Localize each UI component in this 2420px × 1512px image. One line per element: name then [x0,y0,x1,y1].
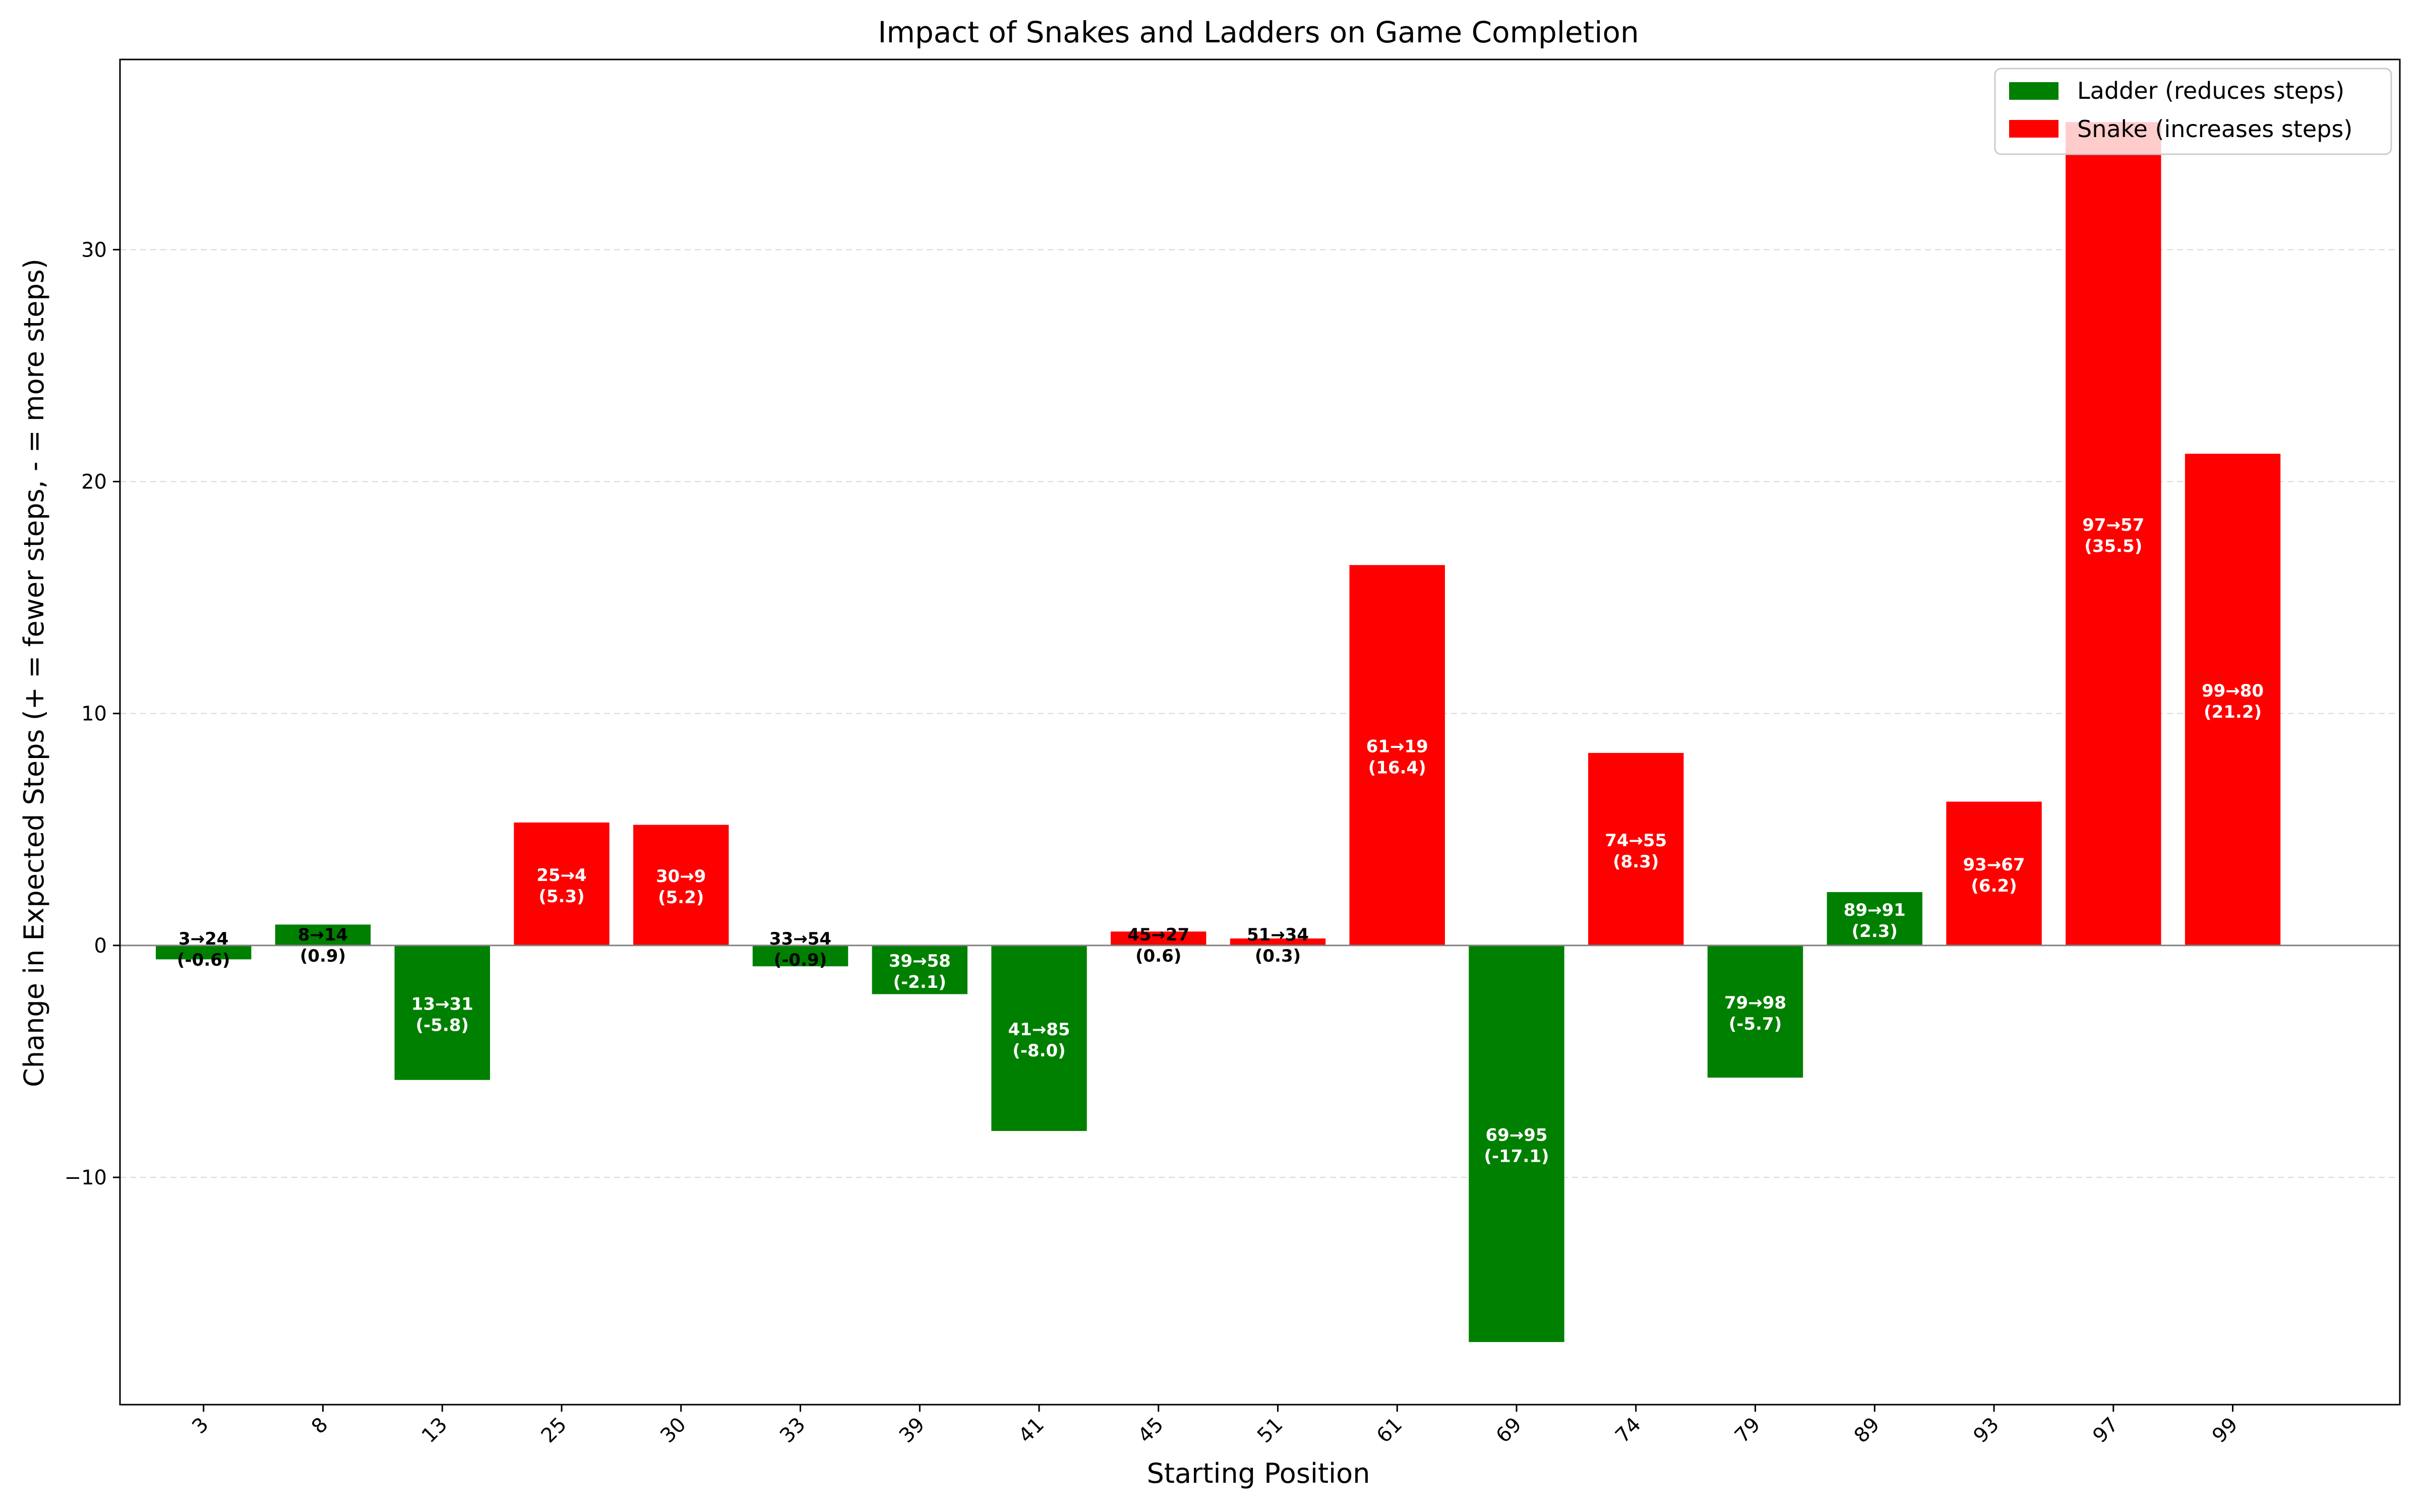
bar-label-value: (8.3) [1613,852,1659,872]
x-axis: 3 8 13 25 30 33 39 41 45 51 61 69 74 79 89 93 97 99 [188,1405,2243,1448]
bar-ladder [872,945,967,994]
bar-label-route: 74→55 [1605,831,1667,851]
x-tick-label: 97 [2088,1413,2123,1448]
x-tick-label: 3 [188,1413,213,1439]
bar-ladder [752,945,849,967]
legend-box [1994,68,2392,155]
bar-snake [2185,454,2281,946]
x-tick-label: 69 [1492,1413,1527,1448]
y-tick-label: −10 [65,1166,107,1189]
x-tick-label: 8 [307,1413,333,1439]
bar-label-route: 41→85 [1008,1020,1070,1040]
bar-snake [1111,931,1206,946]
bar-snake [1946,801,2042,946]
x-tick-label: 61 [1372,1413,1407,1448]
bar-label-value: (-0.6) [177,950,230,970]
legend-swatch-snake [2009,120,2059,138]
plot-frame [119,58,2401,1406]
bar-label-value: (16.4) [1368,758,1426,778]
bar-label-value: (-0.9) [774,950,827,970]
bar-snake [1588,752,1684,946]
x-tick-label: 93 [1969,1413,2004,1448]
bar-label-route: 69→95 [1485,1125,1547,1145]
bar-label-route: 45→27 [1127,925,1189,945]
bar-label-value: (21.2) [2204,702,2262,722]
bar-label-value: (0.9) [300,946,346,966]
x-tick-label: 89 [1850,1413,1885,1448]
bar-label-route: 30→9 [656,866,706,887]
x-tick-label: 99 [2208,1413,2243,1448]
bar-snake [2066,122,2161,946]
bar-label-value: (35.5) [2084,536,2142,556]
bar-label-value: (2.3) [1852,921,1898,941]
x-tick-label: 30 [656,1413,691,1448]
legend-swatch-ladder [2009,82,2059,100]
bar-label-value: (0.3) [1255,946,1301,966]
bar-label-route: 39→58 [889,951,951,971]
bar-snake [633,825,729,946]
y-tick-label: 20 [81,471,107,494]
bar-label-value: (-17.1) [1484,1146,1549,1166]
bar-label-route: 97→57 [2082,515,2144,535]
bar-label-value: (0.6) [1135,946,1181,966]
bar-label-value: (-8.0) [1012,1041,1065,1061]
bar-label-route: 93→67 [1963,855,2025,875]
bar-ladder [1469,945,1564,1342]
bar-label-value: (-2.1) [893,972,946,992]
y-tick-label: 0 [94,934,107,958]
bar-label-route: 99→80 [2202,681,2264,701]
bar-ladder [275,924,371,946]
bar-labels: 3→24(-0.6) 8→14(0.9) 13→31(-5.8) 25→4(5.3) 3… [177,515,2264,1166]
bar-ladder [991,945,1087,1131]
y-tick-label: 10 [81,703,107,726]
legend-label-ladder: Ladder (reduces steps) [2077,77,2344,104]
bar-label-value: (-5.8) [416,1015,469,1035]
x-axis-label: Starting Position [1147,1458,1370,1489]
bar-label-value: (-5.7) [1729,1014,1782,1034]
bar-label-value: (5.3) [538,887,584,907]
x-tick-label: 13 [417,1413,452,1448]
y-axis-label: Change in Expected Steps (+ = fewer step… [18,259,50,1087]
bar-ladder [1827,892,1922,946]
x-tick-label: 25 [537,1413,572,1448]
x-tick-label: 74 [1611,1413,1646,1448]
bar-label-route: 25→4 [536,865,586,886]
bar-ladder [156,945,252,960]
bar-label-value: (6.2) [1971,876,2017,896]
bar-snake [1349,565,1445,946]
bar-label-value: (5.2) [658,888,704,908]
legend-label-snake: Snake (increases steps) [2077,115,2352,143]
bar-snake [1230,938,1326,946]
bar-label-route: 51→34 [1247,925,1309,945]
x-tick-label: 39 [895,1413,930,1448]
x-tick-label: 33 [775,1413,810,1448]
bar-label-route: 89→91 [1844,900,1906,920]
x-tick-label: 41 [1014,1413,1049,1448]
bar-ladder [1707,945,1803,1078]
x-tick-label: 51 [1253,1413,1288,1448]
chart-title: Impact of Snakes and Ladders on Game Com… [878,15,1639,49]
bar-label-route: 3→24 [178,929,228,949]
bar-snake [514,822,610,946]
bar-label-route: 79→98 [1724,993,1786,1013]
bar-label-route: 33→54 [769,929,831,949]
legend: Ladder (reduces steps) Snake (increases … [1994,68,2392,155]
x-tick-label: 79 [1730,1413,1765,1448]
bar-label-route: 13→31 [411,994,473,1014]
y-tick-label: 30 [81,238,107,262]
x-tick-label: 45 [1133,1413,1168,1448]
bar-label-route: 61→19 [1366,737,1428,757]
y-axis: −10 0 10 20 30 [65,238,120,1189]
bar-label-route: 8→14 [298,925,348,945]
bar-ladder [394,945,490,1080]
bars [156,122,2281,1342]
